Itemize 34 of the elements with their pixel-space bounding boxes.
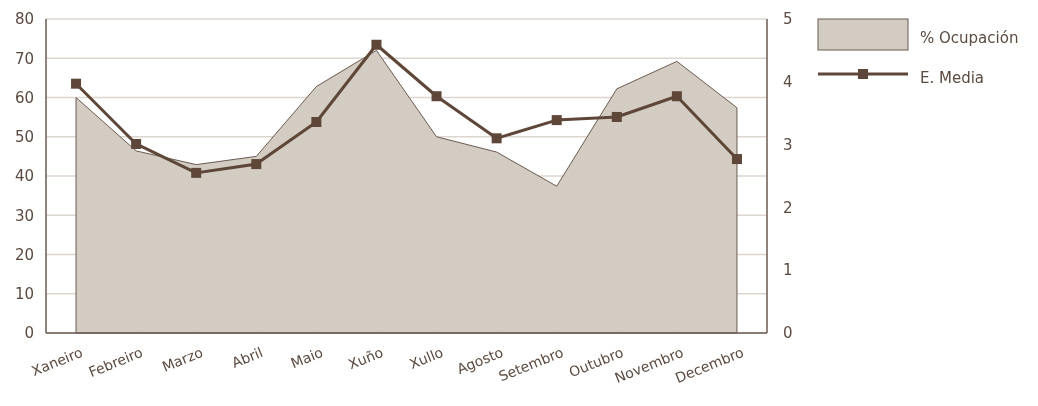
point [371,39,382,50]
point [251,159,262,170]
y-tick-label: 50 [14,128,34,146]
point [671,91,682,102]
x-tick-label: Marzo [159,344,205,375]
y2-tick-label: 3 [783,135,793,154]
point [731,154,742,165]
point [131,138,142,149]
y-tick-label: 0 [24,324,34,343]
point [431,91,442,102]
y2-tick-label: 4 [783,73,793,92]
point [311,116,322,127]
y2-tick-label: 0 [783,324,793,343]
y-tick-label: 60 [14,88,34,107]
y-tick-label: 10 [14,285,34,303]
text: % Ocupación [920,29,1019,47]
point [611,111,622,122]
x-tick-label: Xuño [345,344,386,373]
y-tick-label: 30 [14,206,34,225]
y-tick-label: 80 [14,10,34,29]
point [491,133,502,144]
y2-tick-label: 5 [783,10,793,29]
x-tick-label: Maio [288,344,326,372]
y-tick-label: 70 [14,49,34,68]
point [551,115,562,126]
point [191,167,202,178]
point [71,78,82,89]
y-tick-label: 20 [14,245,34,264]
x-tick-label: Xullo [407,344,446,372]
y2-tick-label: 2 [783,198,793,217]
text: E. Media [920,69,985,87]
x-tick-label: Abril [229,344,266,371]
y2-tick-label: 1 [783,261,793,280]
y-tick-label: 40 [14,167,34,186]
